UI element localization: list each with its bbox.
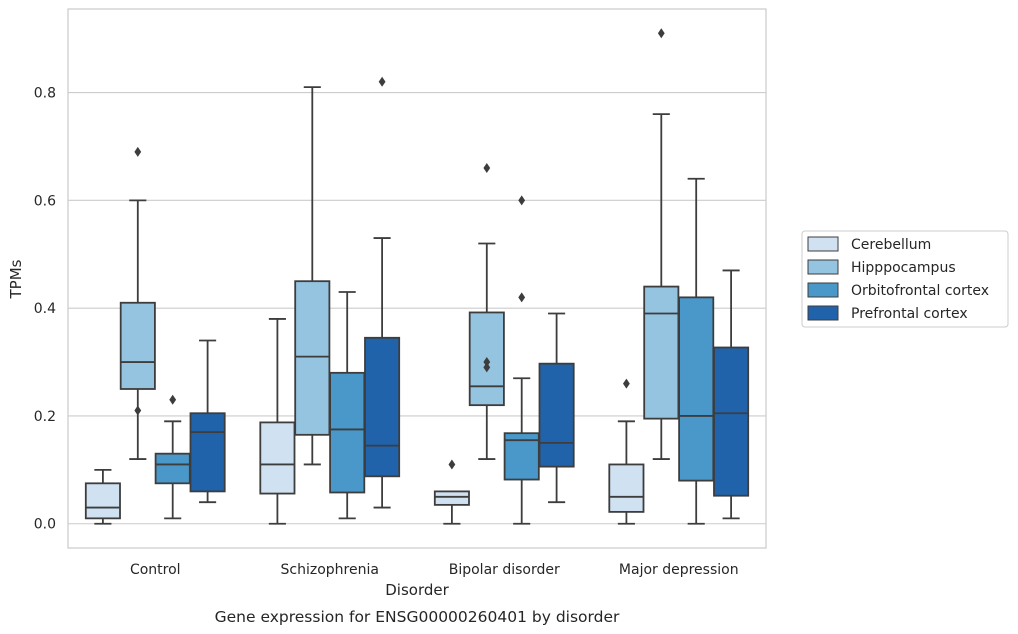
box-hipppocampus-bipolar-disorder — [468, 163, 505, 460]
box-cerebellum-schizophrenia — [259, 318, 296, 525]
plot-frame — [67, 8, 767, 549]
box-cerebellum-control — [84, 468, 121, 525]
outlier-point — [483, 163, 491, 174]
legend-swatch-cerebellum — [807, 236, 839, 252]
x-tick-label-schizophrenia: Schizophrenia — [281, 562, 379, 578]
outlier-point — [169, 394, 177, 405]
box-iqr — [678, 296, 715, 482]
box-group-bipolar-disorder — [433, 163, 575, 525]
box-hipppocampus-major-depression — [643, 28, 680, 460]
outlier-point — [483, 362, 491, 373]
box-group-major-depression — [608, 28, 750, 525]
outlier-point — [448, 459, 456, 470]
box-cerebellum-bipolar-disorder — [433, 459, 470, 525]
box-orbitofrontal-cortex-major-depression — [678, 177, 715, 525]
box-groups — [84, 28, 750, 525]
box-iqr — [189, 412, 226, 493]
legend-swatch-orbitofrontal-cortex — [807, 282, 839, 298]
box-iqr — [538, 362, 575, 468]
x-axis-label: Disorder — [385, 581, 449, 599]
y-tick-label: 0.0 — [34, 517, 56, 533]
box-iqr — [154, 452, 191, 485]
x-tick-labels: Control Schizophrenia Bipolar disorder Majo… — [130, 562, 739, 578]
outlier-point — [518, 292, 526, 303]
box-orbitofrontal-cortex-bipolar-disorder — [503, 195, 540, 525]
legend-frame — [801, 230, 1009, 328]
box-prefrontal-cortex-control — [189, 339, 226, 504]
y-tick-label: 0.2 — [34, 409, 56, 425]
legend-label-prefrontal-cortex: Prefrontal cortex — [851, 306, 968, 322]
box-prefrontal-cortex-major-depression — [713, 269, 750, 520]
box-iqr — [294, 280, 331, 436]
box-iqr — [84, 482, 121, 520]
box-prefrontal-cortex-bipolar-disorder — [538, 312, 575, 504]
x-tick-label-bipolar-disorder: Bipolar disorder — [449, 562, 560, 578]
box-iqr — [329, 371, 366, 494]
y-tick-labels: 0.0 0.2 0.4 0.6 0.8 — [34, 86, 56, 533]
x-tick-label-control: Control — [130, 562, 181, 578]
legend-swatch-hipppocampus — [807, 259, 839, 275]
outlier-point — [378, 76, 386, 87]
y-tick-label: 0.8 — [34, 86, 56, 102]
box-orbitofrontal-cortex-schizophrenia — [329, 291, 366, 520]
box-prefrontal-cortex-schizophrenia — [364, 76, 401, 509]
box-iqr — [643, 285, 680, 420]
legend-label-orbitofrontal-cortex: Orbitofrontal cortex — [851, 283, 989, 299]
outlier-point — [483, 357, 491, 368]
legend-swatch-prefrontal-cortex — [807, 305, 839, 321]
box-group-control — [84, 146, 226, 525]
y-tick-label: 0.6 — [34, 193, 56, 209]
y-axis-label: TPMs — [7, 259, 25, 299]
box-hipppocampus-schizophrenia — [294, 86, 331, 466]
outlier-point — [134, 146, 142, 157]
figure-caption: Gene expression for ENSG00000260401 by d… — [215, 608, 620, 626]
y-tick-label: 0.4 — [34, 301, 56, 317]
outlier-point — [657, 28, 665, 39]
legend: Cerebellum Hipppocampus Orbitofrontal cort… — [801, 230, 1009, 328]
box-cerebellum-major-depression — [608, 378, 645, 525]
box-iqr — [608, 463, 645, 513]
box-iqr — [713, 346, 750, 497]
x-tick-label-major-depression: Major depression — [619, 562, 739, 578]
box-iqr — [433, 490, 470, 506]
outlier-point — [623, 378, 630, 389]
box-group-schizophrenia — [259, 76, 401, 525]
box-hipppocampus-control — [119, 146, 156, 460]
box-iqr — [119, 301, 156, 390]
box-iqr — [259, 421, 296, 495]
outlier-point — [518, 195, 526, 206]
box-iqr — [364, 336, 401, 478]
legend-label-hipppocampus: Hipppocampus — [851, 260, 956, 276]
legend-label-cerebellum: Cerebellum — [851, 237, 931, 253]
box-orbitofrontal-cortex-control — [154, 394, 191, 520]
outlier-point — [134, 405, 142, 416]
